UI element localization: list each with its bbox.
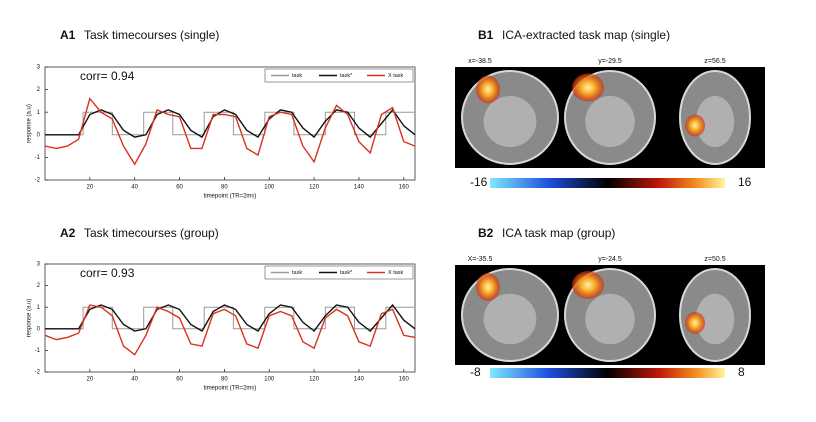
x-tick-label: 40 <box>131 185 138 191</box>
series-line <box>45 111 415 136</box>
brain-inner <box>483 293 537 345</box>
activation-blob <box>572 73 604 102</box>
activation-blob <box>476 273 500 301</box>
legend-label: X task <box>388 73 404 79</box>
panel-label: B1 <box>478 28 494 42</box>
legend-label: X task <box>388 270 404 276</box>
x-axis-label: timepoint (TR=2ms) <box>204 194 257 200</box>
x-tick-label: 160 <box>399 377 410 383</box>
brain-inner <box>483 95 537 148</box>
coordinate-label: z=50.5 <box>704 256 725 263</box>
y-axis-label: response (a.u) <box>27 299 33 338</box>
panel-label: B2 <box>478 226 494 240</box>
y-tick-label: 3 <box>37 65 41 71</box>
y-tick-label: -1 <box>35 155 41 161</box>
map-title: ICA task map (group) <box>502 226 615 240</box>
brain-inner <box>585 293 635 345</box>
y-tick-label: 1 <box>37 110 41 116</box>
legend-label: task <box>292 73 302 79</box>
y-tick-label: -1 <box>35 348 41 354</box>
x-tick-label: 120 <box>309 377 320 383</box>
annotation: corr= 0.94 <box>80 69 135 83</box>
brain-inner <box>585 95 635 148</box>
y-tick-label: -2 <box>35 178 41 184</box>
brain-inner <box>695 293 735 345</box>
legend-label: task* <box>340 270 353 276</box>
x-axis-label: timepoint (TR=2ms) <box>204 386 257 392</box>
plot-frame <box>44 66 416 181</box>
colorbar-max: 16 <box>738 175 752 189</box>
panel-label: A2 <box>60 226 76 240</box>
y-tick-label: 3 <box>37 262 41 268</box>
legend-box <box>264 265 414 280</box>
colorbar-max: 8 <box>738 365 745 379</box>
coordinate-label: z=56.5 <box>704 58 725 65</box>
x-tick-label: 140 <box>354 377 365 383</box>
colorbar <box>490 178 725 188</box>
plot-frame <box>44 263 416 373</box>
coordinate-label: y=-29.5 <box>598 58 622 65</box>
series-line <box>45 108 416 139</box>
annotation: corr= 0.93 <box>80 266 135 280</box>
y-tick-label: 2 <box>37 283 41 289</box>
chart-title: Task timecourses (single) <box>84 28 219 42</box>
x-tick-label: 80 <box>221 377 228 383</box>
x-tick-label: 40 <box>131 377 138 383</box>
legend-box <box>264 68 414 83</box>
y-tick-label: -2 <box>35 370 41 376</box>
activation-blob <box>685 312 705 334</box>
legend-label: task <box>292 270 302 276</box>
colorbar-min: -16 <box>470 175 488 189</box>
series-line <box>45 306 415 330</box>
activation-blob <box>476 75 500 104</box>
series-line <box>44 304 416 356</box>
colorbar <box>490 368 725 378</box>
panel-label: A1 <box>60 28 76 42</box>
x-tick-label: 20 <box>87 377 94 383</box>
chart-title: Task timecourses (group) <box>84 226 219 240</box>
legend-label: task* <box>340 73 353 79</box>
x-tick-label: 160 <box>399 185 410 191</box>
x-tick-label: 100 <box>264 377 275 383</box>
x-tick-label: 140 <box>354 185 365 191</box>
x-tick-label: 20 <box>87 185 94 191</box>
brain-inner <box>695 95 735 148</box>
x-tick-label: 100 <box>264 185 275 191</box>
series-line <box>45 303 416 332</box>
x-tick-label: 120 <box>309 185 320 191</box>
y-tick-label: 0 <box>37 326 41 332</box>
coordinate-label: y=-24.5 <box>598 256 622 263</box>
y-tick-label: 1 <box>37 305 41 311</box>
colorbar-min: -8 <box>470 365 481 379</box>
activation-blob <box>685 114 705 137</box>
x-tick-label: 60 <box>176 185 183 191</box>
x-tick-label: 80 <box>221 185 228 191</box>
y-tick-label: 0 <box>37 132 41 138</box>
coordinate-label: X=-35.5 <box>468 256 493 263</box>
y-tick-label: 2 <box>37 87 41 93</box>
series-line <box>44 97 416 166</box>
y-axis-label: response (a.u) <box>27 104 33 143</box>
activation-blob <box>572 271 604 299</box>
coordinate-label: x=-38.5 <box>468 58 492 65</box>
x-tick-label: 60 <box>176 377 183 383</box>
map-title: ICA-extracted task map (single) <box>502 28 670 42</box>
